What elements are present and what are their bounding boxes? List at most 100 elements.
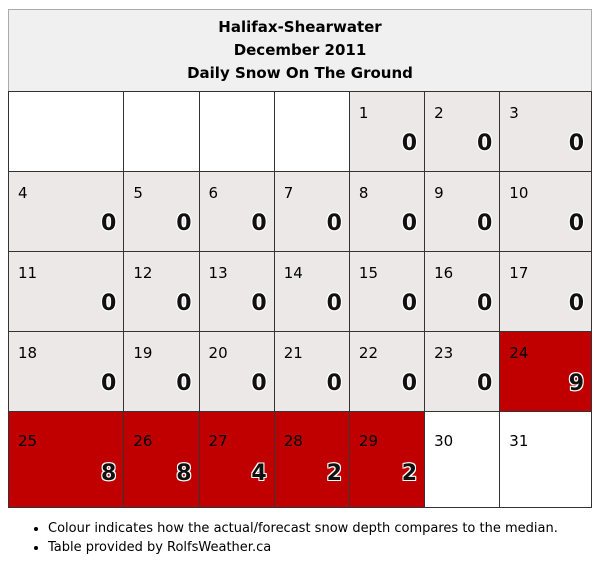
metric-title: Daily Snow On The Ground xyxy=(187,64,413,82)
snow-depth-value: 0 xyxy=(476,131,493,156)
day-cell: 27 4 xyxy=(198,411,275,508)
snow-depth-value: 0 xyxy=(476,291,493,316)
snow-depth-value: 0 xyxy=(176,211,192,236)
day-cell: 21 0 xyxy=(273,331,350,412)
day-number: 8 xyxy=(358,184,369,202)
snow-depth-value: 4 xyxy=(251,461,267,486)
day-number: 30 xyxy=(434,432,454,450)
day-number: 27 xyxy=(208,432,228,450)
day-cell: 25 8 xyxy=(7,411,125,508)
day-number: 11 xyxy=(18,264,38,282)
day-cell: 13 0 xyxy=(198,251,275,332)
day-number: 6 xyxy=(208,184,219,202)
week-row: 18 0 19 0 20 0 21 0 22 0 23 0 24 9 xyxy=(7,331,592,412)
day-number: 1 xyxy=(358,104,369,122)
note-colour: Colour indicates how the actual/forecast… xyxy=(48,519,558,538)
day-number: 10 xyxy=(509,184,529,202)
day-cell: 30 xyxy=(424,411,501,508)
day-cell: 19 0 xyxy=(123,331,200,412)
snow-depth-value: 0 xyxy=(401,291,418,316)
day-number: 13 xyxy=(208,264,228,282)
day-cell: 29 2 xyxy=(348,411,426,508)
snow-depth-value: 0 xyxy=(568,131,584,156)
day-number: 15 xyxy=(358,264,379,282)
snow-depth-value: 2 xyxy=(326,461,342,486)
day-number: 20 xyxy=(208,344,228,362)
day-number: 18 xyxy=(18,344,38,362)
note-source: Table provided by RolfsWeather.ca xyxy=(48,538,558,557)
snow-depth-value: 8 xyxy=(101,461,117,486)
day-cell: 18 0 xyxy=(7,331,125,412)
day-cell: 12 0 xyxy=(123,251,200,332)
snow-depth-value: 0 xyxy=(326,211,342,236)
period-title: December 2011 xyxy=(233,41,367,59)
day-cell: 16 0 xyxy=(424,251,501,332)
snow-depth-value: 0 xyxy=(251,371,267,396)
day-cell: 10 0 xyxy=(499,171,592,252)
day-number: 23 xyxy=(434,344,454,362)
day-number: 5 xyxy=(133,184,143,202)
snow-depth-value: 0 xyxy=(401,371,418,396)
snow-depth-value: 0 xyxy=(326,371,342,396)
snow-depth-value: 0 xyxy=(251,291,267,316)
day-number: 28 xyxy=(283,432,303,450)
day-number: 31 xyxy=(509,432,529,450)
snow-depth-value: 0 xyxy=(568,291,584,316)
empty-cell xyxy=(7,91,125,172)
day-cell: 17 0 xyxy=(499,251,592,332)
week-row: 25 8 26 8 27 4 28 2 29 2 30 31 xyxy=(7,411,592,508)
snow-depth-value: 0 xyxy=(176,291,192,316)
week-row: 4 0 5 0 6 0 7 0 8 0 9 0 10 0 xyxy=(7,171,592,252)
day-number: 29 xyxy=(358,432,379,450)
empty-cell xyxy=(273,91,350,172)
day-cell: 20 0 xyxy=(198,331,275,412)
day-number: 2 xyxy=(434,104,444,122)
day-cell: 24 9 xyxy=(499,331,592,412)
snow-depth-value: 0 xyxy=(401,211,418,236)
snow-depth-value: 0 xyxy=(401,131,418,156)
calendar-grid: 1 0 2 0 3 0 4 0 5 0 6 0 7 0 8 0 9 0 10 0 11 0 12 0 13 0 14 0 15 0 16 0 1… xyxy=(7,91,592,508)
day-number: 12 xyxy=(133,264,153,282)
snow-depth-value: 0 xyxy=(101,371,117,396)
day-number: 25 xyxy=(18,432,38,450)
empty-cell xyxy=(123,91,200,172)
snow-depth-value: 0 xyxy=(101,291,117,316)
day-number: 24 xyxy=(509,344,529,362)
day-number: 14 xyxy=(283,264,303,282)
snow-calendar: Halifax-Shearwater December 2011 Daily S… xyxy=(7,9,592,508)
day-cell: 11 0 xyxy=(7,251,125,332)
snow-depth-value: 0 xyxy=(176,371,192,396)
day-cell: 15 0 xyxy=(348,251,426,332)
day-number: 9 xyxy=(434,184,444,202)
day-cell: 14 0 xyxy=(273,251,350,332)
snow-depth-value: 8 xyxy=(176,461,192,486)
legend-notes: Colour indicates how the actual/forecast… xyxy=(30,519,558,557)
calendar-header: Halifax-Shearwater December 2011 Daily S… xyxy=(8,9,592,91)
day-number: 19 xyxy=(133,344,153,362)
day-cell: 28 2 xyxy=(273,411,350,508)
snow-depth-value: 0 xyxy=(476,371,493,396)
snow-depth-value: 0 xyxy=(251,211,267,236)
week-row: 11 0 12 0 13 0 14 0 15 0 16 0 17 0 xyxy=(7,251,592,332)
snow-depth-value: 2 xyxy=(401,461,418,486)
snow-depth-value: 9 xyxy=(568,371,584,396)
day-cell: 26 8 xyxy=(123,411,200,508)
snow-depth-value: 0 xyxy=(568,211,584,236)
day-number: 7 xyxy=(283,184,294,202)
day-number: 3 xyxy=(509,104,519,122)
empty-cell xyxy=(198,91,275,172)
day-number: 21 xyxy=(283,344,303,362)
day-number: 26 xyxy=(133,432,153,450)
snow-depth-value: 0 xyxy=(101,211,117,236)
day-number: 16 xyxy=(434,264,454,282)
